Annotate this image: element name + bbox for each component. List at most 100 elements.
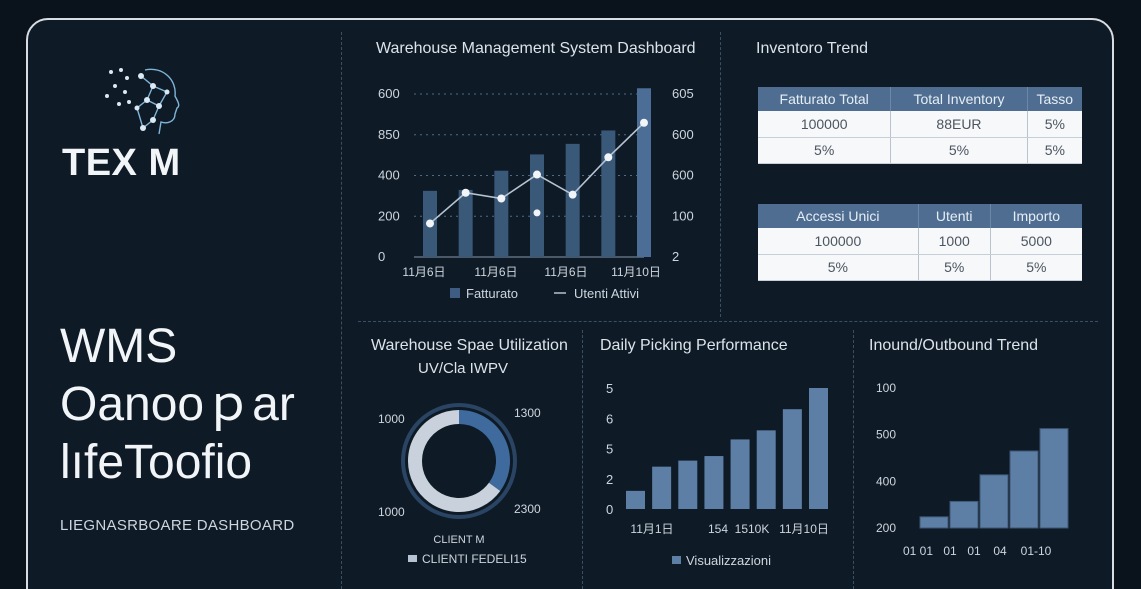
left-tick-label: 400 (378, 168, 400, 183)
line-point (568, 190, 577, 199)
picking-chart-title: Daily Picking Performance (600, 337, 788, 354)
x-axis: 11月1日 154 1510K 11月10日 (630, 522, 828, 536)
picking-bar (756, 430, 776, 509)
table-cell: 5000 (990, 228, 1082, 255)
left-tick-label: 200 (378, 208, 400, 223)
inout-bar (1009, 450, 1039, 529)
divider (358, 321, 1098, 322)
main-bar (494, 170, 509, 257)
space-chart-subtitle: UV/Cla IWPV (418, 360, 509, 377)
x-tick-label: 04 (993, 544, 1007, 558)
hero-line: Oanooｐar (60, 378, 295, 431)
main-chart-title: Warehouse Management System Dashboard (376, 40, 696, 57)
picking-bar (730, 439, 750, 509)
x-tick-label: 11月10日 (779, 522, 829, 536)
table-row: 100000 88EUR 5% (758, 111, 1082, 138)
donut-slice (408, 410, 501, 512)
donut-center-label: CLIENT M (433, 534, 484, 546)
x-tick-label: 1510K (735, 522, 770, 536)
legend-line-label: Utenti Attivi (574, 286, 639, 301)
bar-series (626, 388, 828, 509)
picking-bar (652, 466, 672, 509)
y-tick-label: 0 (606, 502, 613, 517)
table-cell: 5% (1027, 137, 1082, 164)
left-tick-label: 600 (378, 86, 400, 101)
table-cell: 5% (1027, 111, 1082, 138)
main-bar (458, 189, 473, 257)
table-cell: 5% (990, 254, 1082, 281)
line-point (533, 170, 541, 179)
y-axis: 100 500 400 200 (876, 381, 896, 535)
x-tick-label: 11月6日 (474, 265, 517, 279)
x-tick-label: 11月1日 (630, 522, 673, 536)
left-tick-label: 850 (378, 127, 400, 142)
picking-chart: 5 6 5 2 0 11月1日 154 1510K 11月10日 Visualizzazion… (606, 381, 829, 568)
donut-label: 1300 (514, 406, 541, 420)
main-bar (637, 88, 651, 257)
legend: Fatturato Utenti Attivi (450, 286, 639, 301)
line-point (426, 219, 434, 228)
table-cell: 88EUR (890, 111, 1028, 138)
picking-bar (704, 456, 724, 509)
inout-bar (979, 474, 1009, 529)
x-tick-label: 01 (967, 544, 981, 558)
inventory-table-1: Fatturato Total Total Inventory Tasso 10000… (758, 87, 1082, 164)
divider (582, 330, 583, 589)
right-axis: 605 600 600 100 2 (672, 86, 694, 264)
brand-name: TEX M (62, 142, 181, 184)
picking-bar (782, 409, 802, 509)
x-tick-label: 01-10 (1021, 544, 1052, 558)
table-row: 5% 5% 5% (758, 254, 1082, 281)
y-tick-label: 500 (876, 428, 896, 442)
divider (853, 330, 854, 589)
table-cell: 5% (758, 137, 892, 164)
y-tick-label: 100 (876, 381, 896, 395)
hero-title: WMS Oanooｐar lıfeToofio (60, 318, 295, 492)
line-point (461, 188, 470, 197)
donut-slice (458, 410, 510, 491)
line-point (497, 194, 506, 203)
x-tick-label: 154 (708, 522, 728, 536)
table-header-cell: Utenti (918, 204, 991, 228)
x-tick-label: 11月6日 (402, 265, 445, 279)
right-tick-label: 600 (672, 168, 694, 183)
inout-bar (949, 500, 979, 529)
table-cell: 5% (890, 137, 1028, 164)
right-tick-label: 605 (672, 86, 694, 101)
donut-chart: 1000 1300 1000 2300 CLIENT M CLIENTI FED… (378, 403, 541, 566)
hero-subtitle: LIEGNASRBOARE DASHBOARD (60, 517, 295, 534)
bar-series (919, 428, 1069, 529)
donut-legend-label: CLIENTI FEDELI15 (422, 552, 527, 566)
inout-bar (919, 516, 949, 529)
donut-outer-ring (401, 403, 517, 519)
legend-bars-label: Fatturato (466, 286, 518, 301)
table-row: 5% 5% 5% (758, 137, 1082, 164)
right-tick-label: 2 (672, 249, 679, 264)
table-cell: 1000 (918, 228, 991, 255)
y-tick-label: 5 (606, 381, 613, 396)
table-cell: 5% (918, 254, 991, 281)
donut-label: 2300 (514, 502, 541, 516)
y-tick-label: 6 (606, 411, 613, 426)
table-row: 100000 1000 5000 (758, 228, 1082, 255)
inout-bar (1039, 428, 1069, 529)
y-tick-label: 5 (606, 442, 613, 457)
table-cell: 5% (758, 254, 919, 281)
table-header-cell: Fatturato Total (758, 87, 892, 111)
main-bar (601, 130, 616, 257)
right-tick-label: 100 (672, 208, 694, 223)
left-tick-label: 0 (378, 249, 385, 264)
donut-label: 1000 (378, 412, 405, 426)
inout-chart: 100 500 400 200 01 01 01 01 04 01-10 (876, 381, 1069, 558)
picking-legend-label: Visualizzazioni (686, 553, 771, 568)
table-cell: 100000 (758, 111, 892, 138)
space-chart-title: Warehouse Spae Utilization (371, 337, 568, 354)
divider (720, 32, 721, 317)
picking-bar (678, 460, 698, 509)
x-tick-label: 01 01 (903, 544, 933, 558)
hero-line: lıfeToofio (60, 436, 253, 489)
line-point (640, 118, 648, 127)
donut-legend-swatch (408, 555, 417, 562)
line-series (426, 118, 648, 228)
